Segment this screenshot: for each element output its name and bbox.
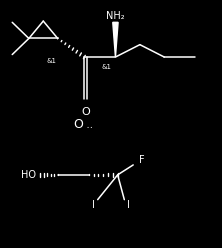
Text: &1: &1	[101, 64, 112, 70]
Text: I: I	[92, 200, 95, 210]
Text: I: I	[127, 200, 130, 210]
Text: ..: ..	[86, 124, 94, 129]
Text: F: F	[139, 155, 145, 165]
Text: HO: HO	[21, 170, 36, 180]
Text: NH₂: NH₂	[106, 11, 125, 21]
Polygon shape	[113, 22, 118, 57]
Text: &1: &1	[46, 58, 56, 64]
Text: O: O	[81, 107, 90, 117]
Text: O: O	[73, 118, 83, 130]
